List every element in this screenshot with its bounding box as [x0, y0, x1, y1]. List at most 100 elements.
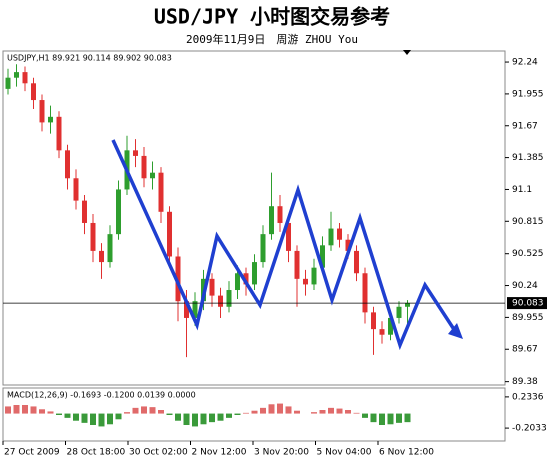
macd-bar	[30, 406, 37, 414]
candle-body	[99, 250, 104, 263]
macd-bar	[396, 413, 402, 423]
candle-body	[252, 262, 257, 285]
y-tick-label: 91.1	[512, 185, 532, 195]
macd-bar	[226, 413, 232, 418]
macd-bar	[353, 412, 360, 414]
price-panel	[2, 50, 506, 386]
macd-bar	[328, 407, 334, 414]
candle-body	[269, 206, 274, 235]
macd-bar	[115, 413, 122, 420]
y-tick-label: 90.815	[512, 217, 544, 227]
candle-body	[82, 200, 87, 223]
last-price-box	[507, 297, 547, 310]
macd-bar	[311, 412, 317, 414]
macd-bar	[90, 413, 96, 425]
macd-bar	[73, 413, 79, 421]
last-price-label: 90.083	[512, 299, 544, 309]
candle-body	[90, 222, 96, 251]
candle-body	[133, 150, 138, 156]
candle-body	[294, 250, 300, 279]
candle-body	[286, 222, 291, 251]
x-tick-label: 3 Nov 20:00	[254, 448, 309, 458]
macd-bar	[64, 413, 71, 418]
macd-bar	[192, 413, 198, 427]
macd-bar	[5, 406, 11, 414]
x-tick-label: 28 Oct 18:00	[67, 448, 126, 458]
chart-title: USD/JPY 小时图交易参考	[154, 5, 390, 29]
y-tick-label: 92.24	[512, 58, 538, 68]
y-tick-label: 90.525	[512, 249, 544, 259]
x-tick-label: 5 Nov 04:00	[317, 448, 372, 458]
chart-subtitle: 2009年11月9日 周游 ZHOU You	[186, 32, 358, 46]
trend-path	[111, 139, 459, 351]
arrow-head	[448, 323, 463, 339]
macd-bar	[345, 410, 351, 414]
macd-bar	[319, 410, 326, 414]
candle-body	[260, 234, 266, 263]
candle-body	[150, 172, 155, 179]
candle-body	[303, 278, 308, 285]
candle-body	[48, 116, 53, 123]
candle-body	[192, 301, 198, 318]
macd-bar	[132, 407, 139, 414]
candle-body	[209, 278, 215, 296]
candle-body	[31, 83, 36, 101]
macd-header: MACD(12,26,9) -0.1693 -0.1200 0.0139 0.0…	[7, 391, 196, 400]
macd-bar	[158, 410, 164, 414]
candle-body	[388, 317, 393, 335]
candle-body	[379, 329, 385, 335]
macd-bar	[294, 410, 300, 414]
macd-bar	[98, 413, 105, 427]
y-tick-label: 89.67	[512, 345, 538, 355]
candle-body	[337, 228, 342, 240]
macd-bar	[285, 406, 292, 414]
x-tick-label: 6 Nov 12:00	[379, 448, 434, 458]
macd-bar	[260, 407, 266, 414]
candle-body	[107, 234, 113, 263]
macd-bar	[200, 413, 207, 425]
candle-body	[141, 155, 147, 179]
macd-bar	[166, 413, 173, 415]
macd-bar	[404, 413, 411, 423]
macd-bar	[149, 407, 156, 414]
macd-bar	[13, 405, 20, 414]
macd-panel	[2, 387, 506, 442]
x-tick-label: 27 Oct 2009	[4, 448, 60, 458]
candle-body	[65, 150, 70, 179]
macd-bar	[362, 413, 368, 418]
candle-body	[22, 72, 28, 84]
candle-body	[5, 77, 11, 89]
candle-body	[362, 273, 368, 313]
macd-bar	[47, 411, 54, 414]
macd-bar	[268, 404, 275, 414]
candle-body	[56, 116, 62, 151]
macd-bar	[209, 413, 215, 423]
candle-body	[243, 273, 249, 285]
candle-body	[405, 303, 410, 307]
macd-bar	[175, 413, 181, 421]
macd-bar	[217, 413, 224, 421]
macd-bar	[251, 410, 258, 414]
macd-bar	[336, 408, 343, 414]
candle-body	[226, 290, 232, 307]
candle-body	[158, 172, 164, 212]
candle-body	[328, 228, 334, 246]
macd-tick-label: 0.2336	[512, 392, 544, 402]
candle-body	[354, 250, 359, 274]
candle-body	[14, 72, 19, 78]
y-tick-label: 89.955	[512, 313, 544, 323]
annotation-zigzag	[111, 139, 463, 351]
shift-marker	[403, 50, 411, 55]
candle-body	[235, 273, 240, 291]
macd-bar	[234, 413, 241, 415]
candle-body	[184, 301, 189, 318]
y-tick-label: 91.385	[512, 153, 544, 163]
macd-bar	[243, 412, 249, 414]
y-tick-label: 91.67	[512, 121, 538, 131]
candle-body	[320, 245, 325, 268]
macd-bar	[379, 413, 385, 425]
macd-tick-label: -0.2033	[512, 424, 547, 434]
candle-body	[73, 178, 79, 201]
macd-bar	[107, 413, 113, 425]
